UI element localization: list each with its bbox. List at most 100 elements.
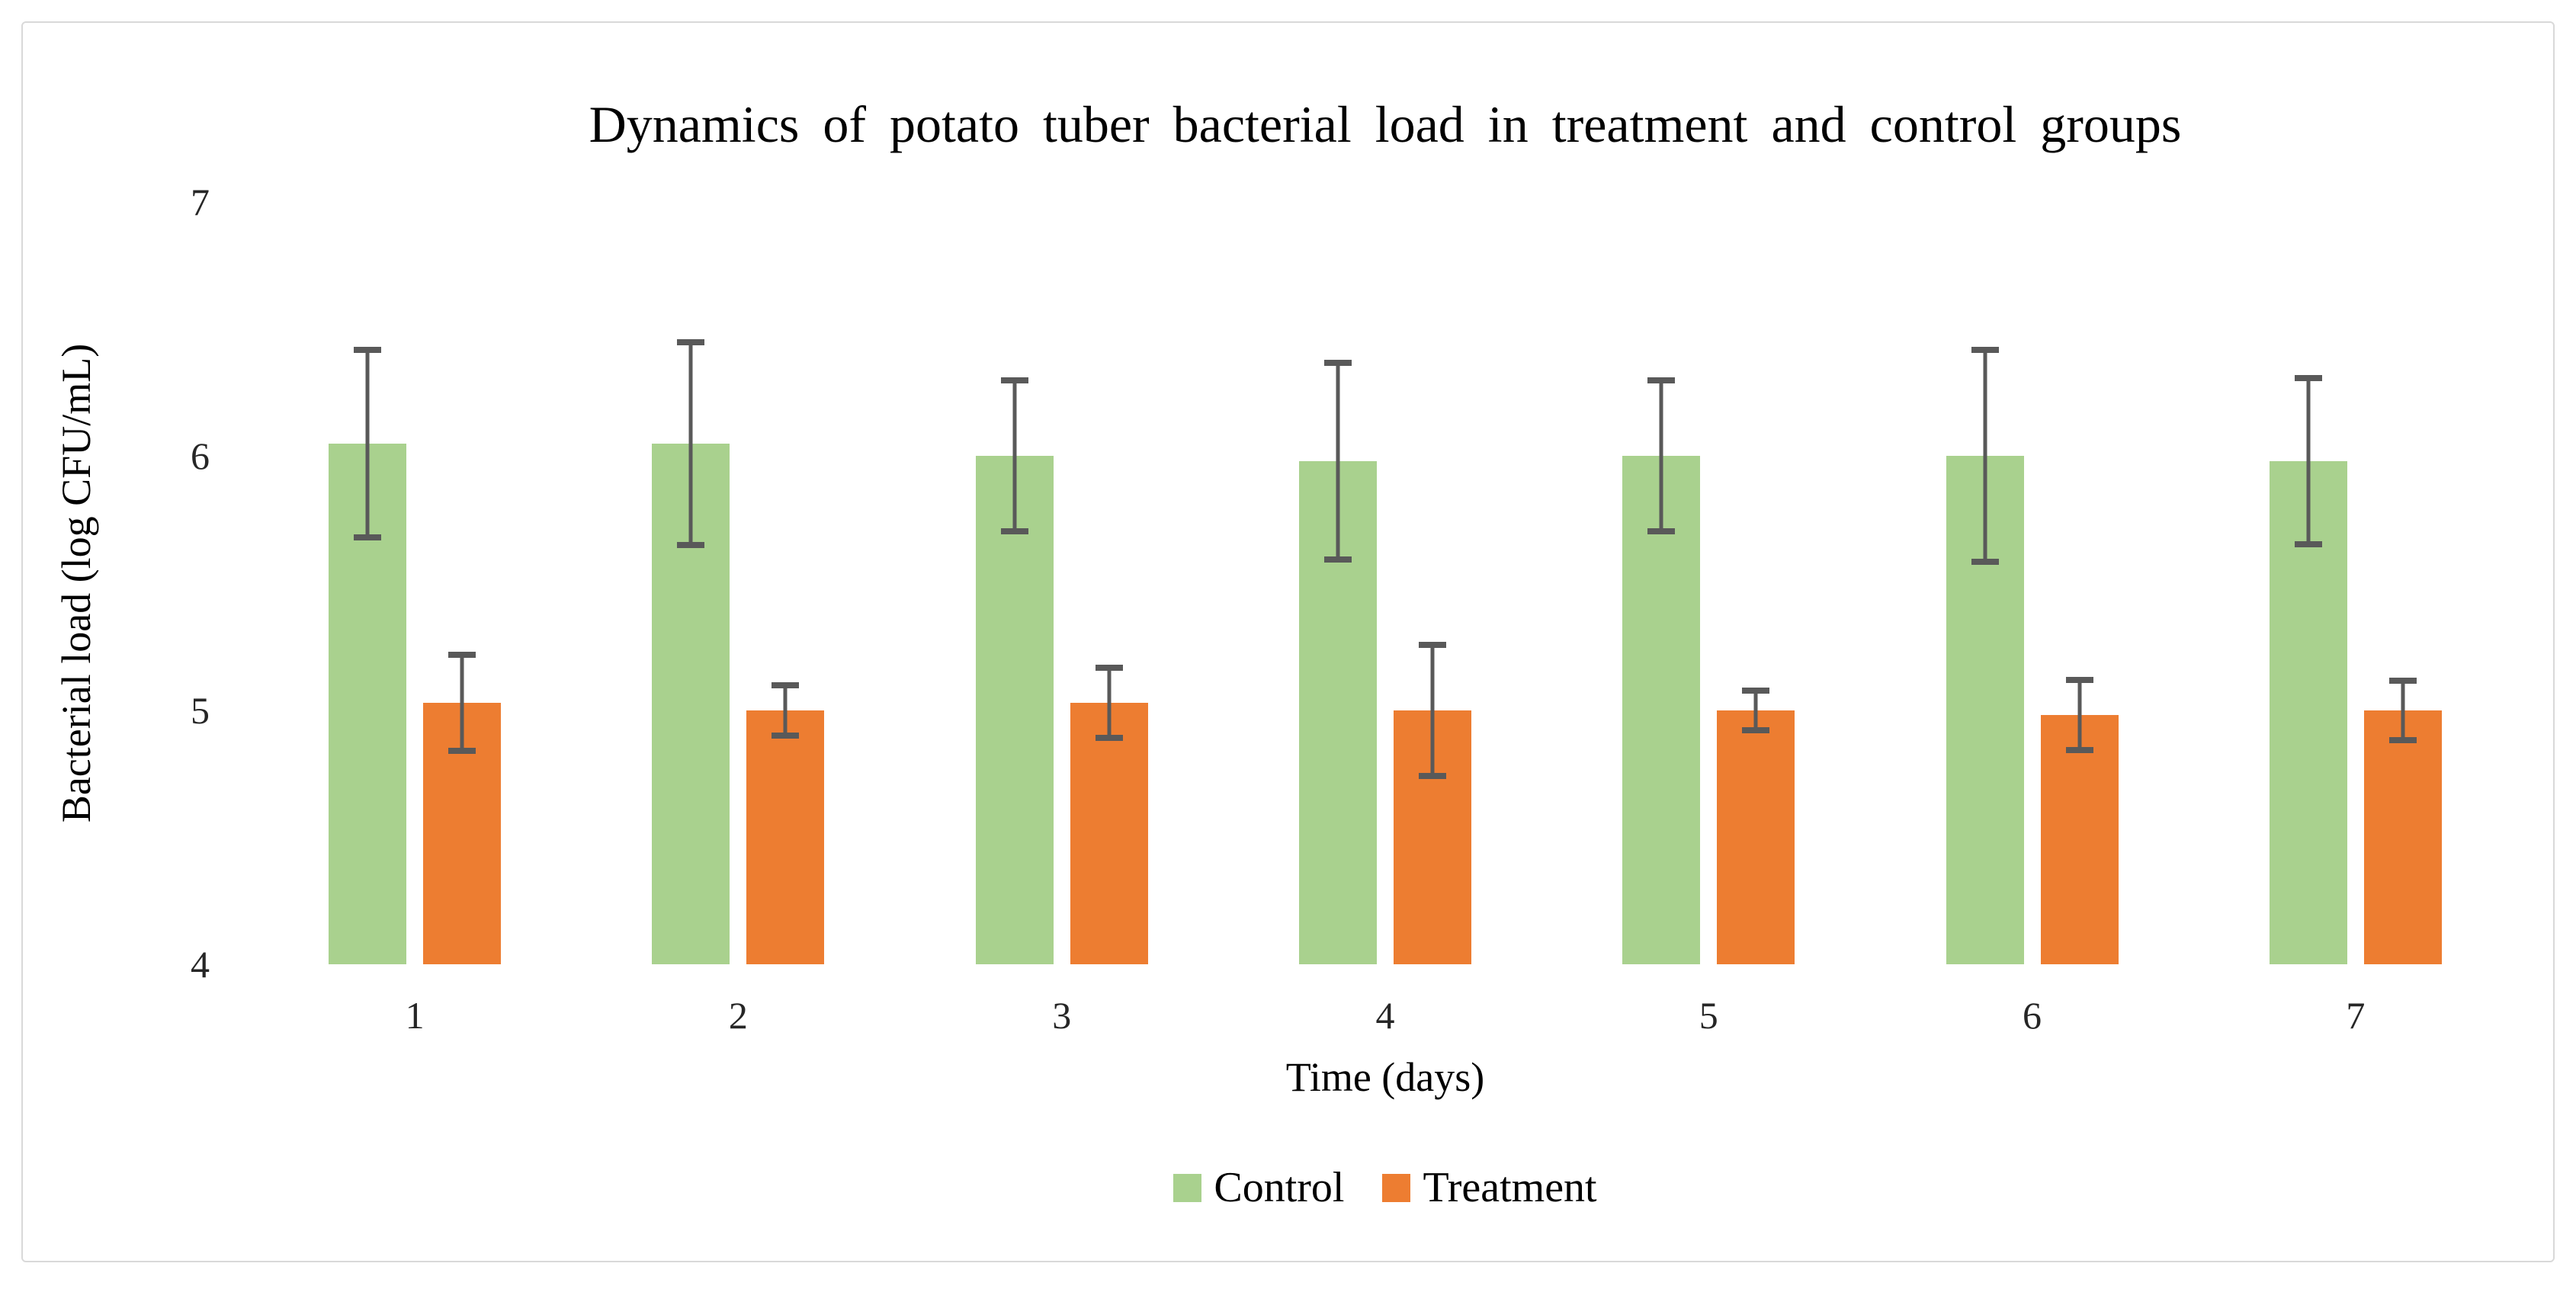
bar-group-day-5 <box>1547 202 1870 964</box>
error-bar-cap-bottom <box>1323 556 1352 563</box>
error-bar-control-day-1 <box>354 346 382 540</box>
x-axis-title: Time (days) <box>1285 1054 1485 1100</box>
error-bar-cap-bottom <box>1095 734 1123 741</box>
error-bar-cap-bottom <box>2388 736 2417 743</box>
error-bar-cap-top <box>2294 375 2322 381</box>
error-bar-cap-top <box>772 681 800 688</box>
error-bar-treatment-day-4 <box>1418 641 1446 779</box>
error-bar-treatment-day-7 <box>2388 677 2417 743</box>
error-bar-line <box>1336 360 1340 563</box>
error-bar-cap-bottom <box>2294 541 2322 547</box>
error-bar-cap-bottom <box>1971 559 1999 566</box>
y-tick-label-5: 5 <box>191 688 210 732</box>
legend: Control Treatment <box>253 1165 2517 1210</box>
y-tick-label-7: 7 <box>191 181 210 223</box>
x-tick-label-4: 4 <box>1375 994 1395 1037</box>
chart-title: Dynamics of potato tuber bacterial load … <box>589 95 2182 153</box>
bar-group-day-7 <box>2194 202 2517 964</box>
error-bar-cap-bottom <box>1647 528 1676 535</box>
error-bar-cap-top <box>677 338 705 345</box>
error-bar-cap-top <box>1418 641 1446 648</box>
error-bar-treatment-day-5 <box>1742 687 1770 733</box>
error-bar-line <box>1430 641 1435 779</box>
x-tick-label-3: 3 <box>1052 994 1072 1037</box>
error-bar-cap-bottom <box>448 747 476 754</box>
error-bar-line <box>1753 687 1758 733</box>
error-bar-line <box>1107 664 1112 741</box>
bar-treatment-day-7 <box>2363 677 2442 964</box>
bar-group-day-2 <box>576 202 900 964</box>
bar-group-day-6 <box>1870 202 2193 964</box>
error-bar-cap-top <box>2065 677 2093 684</box>
error-bar-cap-top <box>448 651 476 658</box>
bar-group-day-3 <box>900 202 1224 964</box>
bar-treatment-day-5 <box>1717 687 1795 964</box>
legend-item-treatment: Treatment <box>1382 1164 1597 1211</box>
legend-swatch-control <box>1173 1173 1202 1202</box>
y-axis-tick-labels: 4 5 6 7 <box>23 183 210 983</box>
error-bar-line <box>1983 347 1987 566</box>
bar-control-day-2 <box>652 338 730 964</box>
error-bar-control-day-5 <box>1647 377 1676 535</box>
error-bar-cap-bottom <box>772 732 800 739</box>
error-bar-control-day-3 <box>1000 377 1028 535</box>
chart-figure: Dynamics of potato tuber bacterial load … <box>21 21 2555 1262</box>
error-bar-treatment-day-3 <box>1095 664 1123 741</box>
x-tick-label-2: 2 <box>728 994 748 1037</box>
bar-control-day-7 <box>2269 375 2347 964</box>
error-bar-line <box>783 681 788 739</box>
error-bar-control-day-4 <box>1323 360 1352 563</box>
x-tick-label-7: 7 <box>2346 994 2366 1037</box>
error-bar-treatment-day-2 <box>772 681 800 739</box>
bar-treatment-day-3 <box>1070 664 1148 964</box>
bar-treatment-day-6 <box>2040 677 2119 964</box>
error-bar-cap-top <box>1971 347 1999 354</box>
error-bar-cap-top <box>1095 664 1123 671</box>
error-bar-cap-top <box>1742 687 1770 694</box>
bar-control-day-4 <box>1298 360 1377 964</box>
error-bar-line <box>688 338 693 548</box>
bar-control-day-5 <box>1622 377 1701 964</box>
x-tick-label-6: 6 <box>2023 994 2042 1037</box>
legend-swatch-treatment <box>1382 1173 1411 1202</box>
error-bar-line <box>365 346 370 540</box>
error-bar-cap-top <box>2388 677 2417 684</box>
error-bar-line <box>460 651 464 754</box>
x-axis-tick-labels: 1 2 3 4 5 6 7 <box>253 992 2517 1038</box>
error-bar-line <box>2401 677 2405 743</box>
legend-label-control: Control <box>1214 1164 1345 1211</box>
error-bar-cap-top <box>1647 377 1676 384</box>
x-tick-label-5: 5 <box>1699 994 1718 1037</box>
error-bar-treatment-day-6 <box>2065 677 2093 754</box>
bar-treatment-day-4 <box>1393 641 1471 964</box>
error-bar-cap-top <box>354 346 382 353</box>
error-bar-line <box>1659 377 1663 535</box>
error-bar-cap-bottom <box>677 541 705 548</box>
error-bar-cap-top <box>1000 377 1028 384</box>
error-bar-treatment-day-1 <box>448 651 476 754</box>
error-bar-control-day-7 <box>2294 375 2322 547</box>
bar-control-day-6 <box>1946 347 2024 964</box>
error-bar-cap-bottom <box>1742 726 1770 733</box>
y-tick-label-4: 4 <box>191 943 210 986</box>
error-bar-cap-bottom <box>354 534 382 540</box>
plot-area <box>253 202 2517 964</box>
error-bar-line <box>1012 377 1017 535</box>
bar-treatment-day-2 <box>746 681 825 964</box>
error-bar-cap-top <box>1323 360 1352 366</box>
error-bar-line <box>2077 677 2082 754</box>
legend-item-control: Control <box>1173 1165 1344 1210</box>
bar-group-day-1 <box>253 202 576 964</box>
error-bar-cap-bottom <box>2065 747 2093 754</box>
error-bar-cap-bottom <box>1000 528 1028 535</box>
error-bar-cap-bottom <box>1418 772 1446 779</box>
error-bar-control-day-2 <box>677 338 705 548</box>
bar-treatment-day-1 <box>423 651 502 964</box>
error-bar-line <box>2306 375 2311 547</box>
error-bar-control-day-6 <box>1971 347 1999 566</box>
bar-group-day-4 <box>1224 202 1547 964</box>
bar-control-day-1 <box>329 346 407 964</box>
x-tick-label-1: 1 <box>405 994 425 1037</box>
legend-label-treatment: Treatment <box>1423 1164 1597 1211</box>
y-tick-label-6: 6 <box>191 434 210 478</box>
